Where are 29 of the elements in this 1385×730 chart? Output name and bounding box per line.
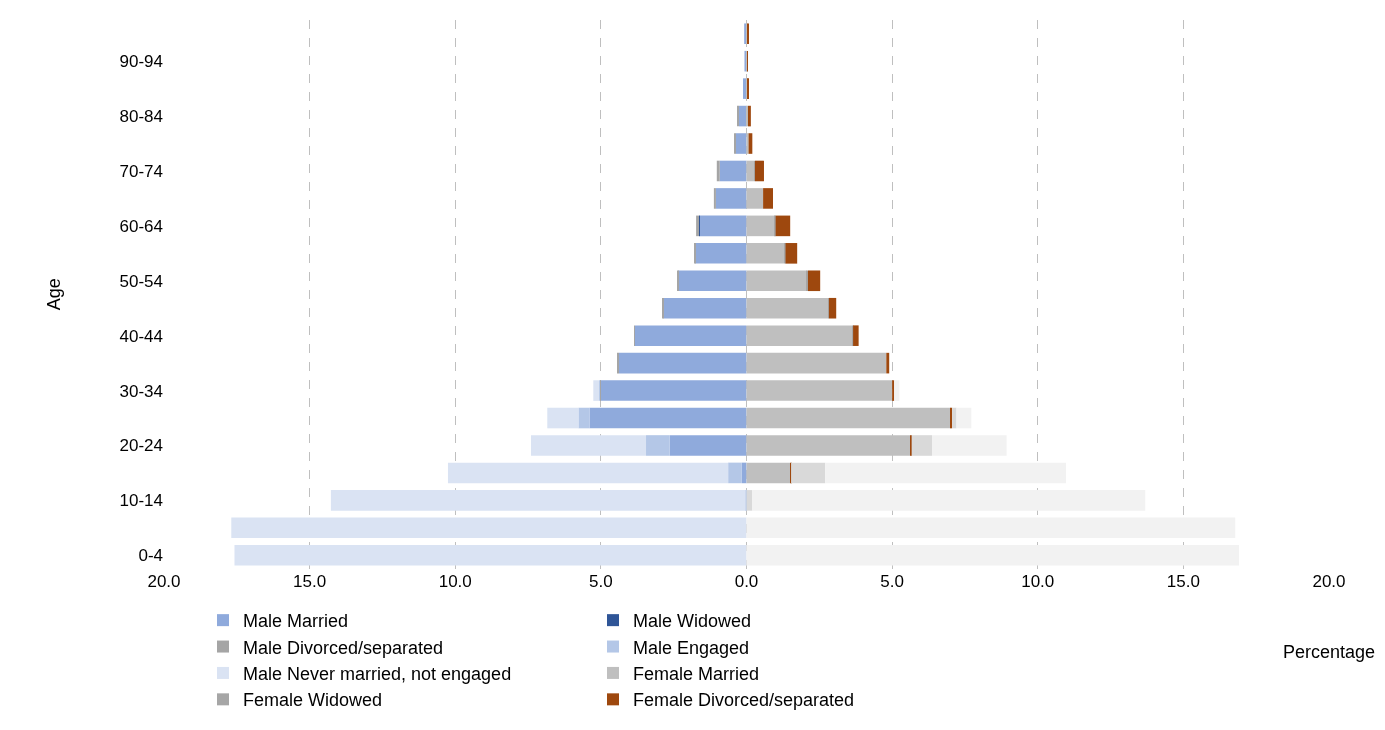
y-tick-label: 0-4 bbox=[138, 546, 163, 566]
y-tick-label: 50-54 bbox=[119, 271, 163, 291]
y-tick-label: 70-74 bbox=[119, 161, 163, 181]
y-tick-label: 20-24 bbox=[119, 436, 163, 456]
legend-label: Male Widowed bbox=[633, 611, 752, 632]
x-tick-label: 15.0 bbox=[1166, 572, 1200, 591]
x-tick-label: 20.0 bbox=[147, 572, 181, 591]
legend-label: Female Widowed bbox=[243, 690, 383, 711]
y-tick-label: 40-44 bbox=[119, 326, 163, 346]
y-tick-label: 30-34 bbox=[119, 381, 163, 401]
legend-label: Female Married bbox=[633, 663, 760, 684]
x-tick-label: 10.0 bbox=[438, 572, 472, 591]
y-axis-title: Age bbox=[44, 278, 65, 311]
legend-label: Male Engaged bbox=[633, 637, 750, 658]
legend-label: Male Married bbox=[243, 611, 349, 632]
legend-label: Male Divorced/separated bbox=[243, 637, 444, 658]
y-tick-label: 60-64 bbox=[119, 216, 163, 236]
x-tick-label: 20.0 bbox=[1312, 572, 1346, 591]
y-tick-label: 80-84 bbox=[119, 107, 163, 127]
x-tick-label: 15.0 bbox=[293, 572, 327, 591]
x-tick-label: 0.0 bbox=[734, 572, 759, 591]
y-tick-label: 90-94 bbox=[119, 52, 163, 72]
x-tick-label: 10.0 bbox=[1021, 572, 1055, 591]
x-tick-label: 5.0 bbox=[589, 572, 613, 591]
x-tick-label: 5.0 bbox=[880, 572, 904, 591]
x-axis-title: Percentage bbox=[1283, 642, 1376, 662]
legend-label: Male Never married, not engaged bbox=[243, 663, 512, 684]
y-tick-label: 10-14 bbox=[119, 491, 163, 511]
legend-label: Female Divorced/separated bbox=[633, 690, 855, 711]
